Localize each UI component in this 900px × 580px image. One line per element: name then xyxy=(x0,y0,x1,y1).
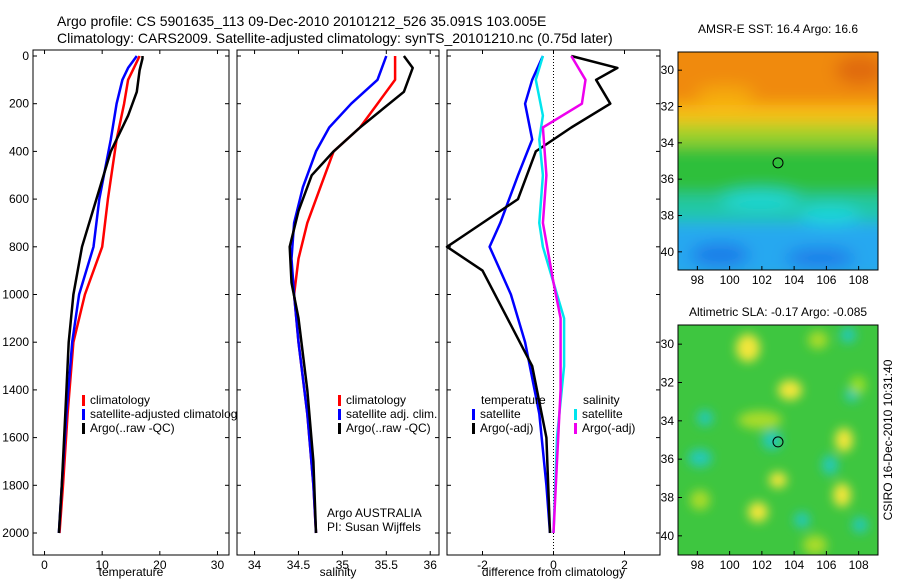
x-axis-label: temperature xyxy=(99,565,164,579)
legend-label: Argo(-adj) xyxy=(480,421,533,435)
legend-swatch xyxy=(574,409,577,420)
series-line-temperature-satellite xyxy=(488,55,552,534)
map-y-tick-label: -30 xyxy=(657,337,675,351)
map-x-tick-label: 104 xyxy=(784,273,804,287)
y-tick-label: 600 xyxy=(9,192,29,206)
sst-argo-location-marker xyxy=(772,157,784,169)
temperature-panel: 0 10 20 30 temperature 0 200 400 600 800 1000 1200 1… xyxy=(2,49,243,579)
legend-swatch xyxy=(82,423,85,434)
y-tick-label: 1400 xyxy=(2,383,29,397)
y-tick-label: 1800 xyxy=(2,478,29,492)
map-x-tick-label: 106 xyxy=(816,273,836,287)
y-tick-label: 1000 xyxy=(2,288,29,302)
legend-label: Argo(..raw -QC) xyxy=(90,421,175,435)
x-tick-label: 35.5 xyxy=(375,558,399,572)
map-x-tick-label: 102 xyxy=(752,273,772,287)
x-tick-label: 34.5 xyxy=(287,558,311,572)
x-axis-label: difference from climatology xyxy=(482,565,625,579)
x-tick-label: -2 xyxy=(477,558,488,572)
sla-map: Altimetric SLA: -0.17 Argo: -0.085 98 100… xyxy=(657,305,879,572)
annotation-line2: PI: Susan Wijffels xyxy=(327,520,421,534)
legend-swatch xyxy=(472,423,475,434)
map-y-tick-label: -34 xyxy=(657,414,675,428)
series-line-salinity-satellite xyxy=(534,55,566,534)
y-tick-label: 200 xyxy=(9,97,29,111)
map-x-tick-label: 98 xyxy=(691,273,705,287)
legend-label: climatology xyxy=(346,393,406,407)
x-tick-label: 0 xyxy=(41,558,48,572)
legend-swatch xyxy=(574,423,577,434)
sst-map-axes: 98 100 102 104 106 108 -30 -32 -34 -36 -38 -40 xyxy=(657,63,869,287)
map-y-tick-label: -32 xyxy=(657,100,675,114)
map-x-tick-label: 100 xyxy=(720,558,740,572)
map-y-tick-label: -38 xyxy=(657,491,675,505)
x-axis-label: salinity xyxy=(320,565,357,579)
map-x-tick-label: 106 xyxy=(816,558,836,572)
sst-map: AMSR-E SST: 16.4 Argo: 16.6 98 100 102 104 1… xyxy=(657,22,879,287)
legend-swatch xyxy=(472,409,475,420)
series-line-satellite-adj-clim- xyxy=(290,55,388,534)
y-tick-label: 0 xyxy=(22,49,29,63)
map-x-tick-label: 104 xyxy=(784,558,804,572)
legend-label: satellite adj. clim. xyxy=(346,407,437,421)
y-tick-label: 800 xyxy=(9,240,29,254)
series-line-argo-raw-qc- xyxy=(57,56,144,534)
x-tick-label: 0 xyxy=(550,558,557,572)
map-x-tick-label: 100 xyxy=(720,273,740,287)
figure-title-line1: Argo profile: CS 5901635_113 09-Dec-2010… xyxy=(57,13,547,29)
map-x-tick-label: 108 xyxy=(849,558,869,572)
y-tick-label: 2000 xyxy=(2,526,29,540)
map-y-tick-label: -36 xyxy=(657,172,675,186)
legend-heading-temperature: temperature xyxy=(481,393,546,407)
sla-map-axes: 98 100 102 104 106 108 -30 -32 -34 -36 -38 -40 xyxy=(657,337,869,572)
side-timestamp: CSIRO 16-Dec-2010 10:31:40 xyxy=(881,359,895,520)
x-tick-label: 35 xyxy=(336,558,350,572)
y-tick-label: 1200 xyxy=(2,335,29,349)
x-tick-label: 34 xyxy=(248,558,262,572)
legend-label: Argo(..raw -QC) xyxy=(346,421,431,435)
map-y-tick-label: -36 xyxy=(657,452,675,466)
legend-swatch xyxy=(82,409,85,420)
map-y-tick-label: -38 xyxy=(657,209,675,223)
legend-label: satellite xyxy=(582,407,623,421)
y-tick-label: 400 xyxy=(9,144,29,158)
map-y-tick-label: -34 xyxy=(657,136,675,150)
annotation-line1: Argo AUSTRALIA xyxy=(327,506,422,520)
legend-label: satellite-adjusted climatology xyxy=(90,407,243,421)
map-y-tick-label: -40 xyxy=(657,529,675,543)
series-line-temperature-argo-adj- xyxy=(445,54,619,534)
legend-label: climatology xyxy=(90,393,150,407)
x-tick-label: 2 xyxy=(621,558,628,572)
x-tick-label: 20 xyxy=(153,558,167,572)
map-y-tick-label: -32 xyxy=(657,376,675,390)
figure-title-line2: Climatology: CARS2009. Satellite-adjuste… xyxy=(57,30,613,46)
x-tick-label: 10 xyxy=(95,558,109,572)
map-y-tick-label: -40 xyxy=(657,245,675,259)
x-tick-label: 36 xyxy=(424,558,438,572)
legend-swatch xyxy=(338,423,341,434)
map-x-tick-label: 98 xyxy=(691,558,705,572)
legend-swatch xyxy=(338,409,341,420)
salinity-panel: 34 34.5 35 35.5 36 salinity climatologysatelli… xyxy=(236,49,440,579)
x-tick-label: 30 xyxy=(211,558,225,572)
sla-argo-location-marker xyxy=(772,436,784,448)
legend-label: Argo(-adj) xyxy=(582,421,635,435)
sla-map-title: Altimetric SLA: -0.17 Argo: -0.085 xyxy=(689,305,867,319)
y-tick-label: 1600 xyxy=(2,431,29,445)
map-y-tick-label: -30 xyxy=(657,63,675,77)
legend-label: satellite xyxy=(480,407,521,421)
series-line-salinity-argo-adj- xyxy=(541,55,587,534)
legend-swatch xyxy=(82,395,85,406)
series-line-argo-raw-qc- xyxy=(288,55,414,534)
sst-map-title: AMSR-E SST: 16.4 Argo: 16.6 xyxy=(698,22,858,36)
panel-frame xyxy=(236,49,440,556)
map-x-tick-label: 108 xyxy=(849,273,869,287)
legend-swatch xyxy=(338,395,341,406)
panel-frame xyxy=(32,49,230,556)
map-x-tick-label: 102 xyxy=(752,558,772,572)
legend-heading-salinity: salinity xyxy=(583,393,620,407)
